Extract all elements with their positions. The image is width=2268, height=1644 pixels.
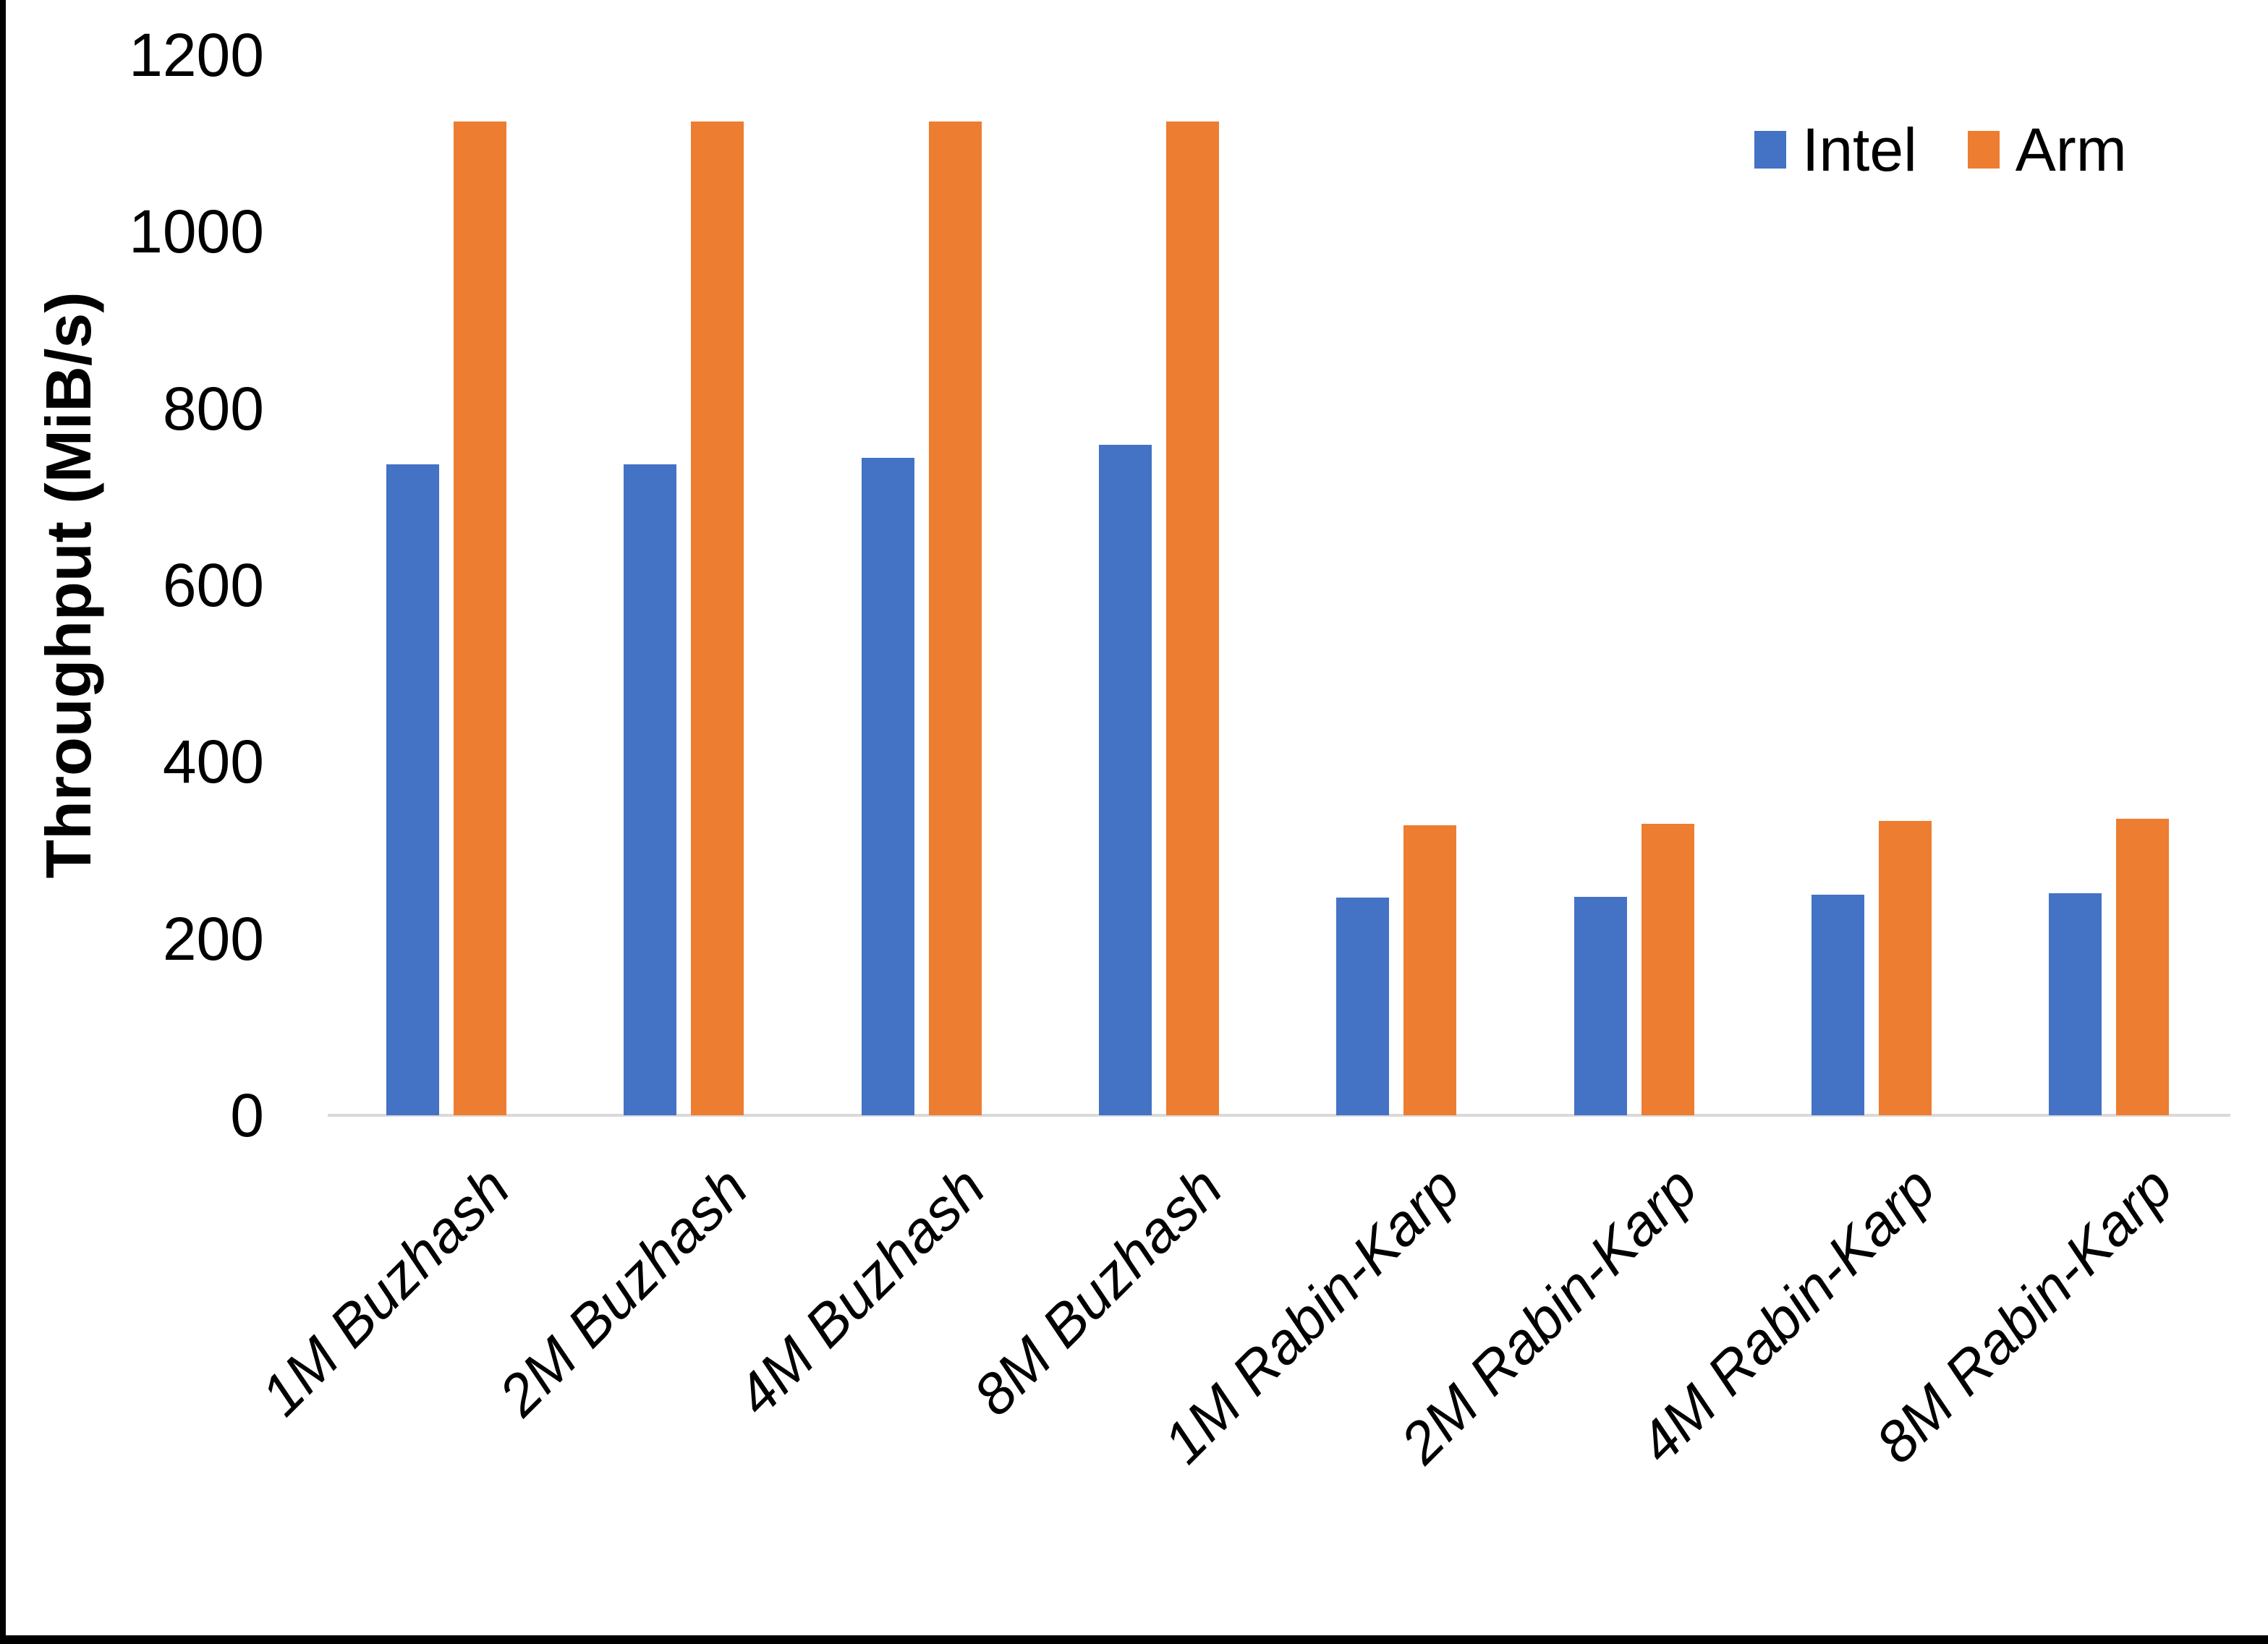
x-category-label-8m-buzhash: 8M Buzhash (961, 1154, 1235, 1428)
legend-item-intel: Intel (1754, 119, 1917, 180)
y-tick-label-600: 600 (162, 551, 264, 619)
x-axis-line (328, 1114, 2230, 1117)
bar-intel-2m-buzhash (624, 464, 677, 1115)
arm-swatch-icon (1967, 131, 2000, 169)
image-bottom-border (0, 1635, 2268, 1644)
bar-intel-8m-buzhash (1098, 444, 1152, 1115)
y-tick-label-800: 800 (162, 374, 264, 443)
bar-arm-1m-rabin-karp (1403, 825, 1457, 1115)
y-tick-label-1200: 1200 (129, 21, 264, 89)
bar-arm-2m-buzhash (691, 121, 744, 1115)
bar-arm-4m-rabin-karp (1878, 821, 1932, 1115)
legend-label-intel: Intel (1802, 116, 1917, 184)
y-tick-label-400: 400 (162, 728, 264, 796)
bar-intel-1m-rabin-karp (1336, 898, 1390, 1115)
bar-arm-1m-buzhash (454, 121, 506, 1115)
image-left-border (0, 0, 6, 1644)
bar-arm-2m-rabin-karp (1641, 823, 1694, 1115)
bar-arm-4m-buzhash (928, 121, 982, 1115)
x-category-label-2m-buzhash: 2M Buzhash (486, 1154, 760, 1428)
bar-intel-2m-rabin-karp (1573, 897, 1627, 1115)
bar-intel-1m-buzhash (386, 464, 439, 1115)
bar-intel-4m-buzhash (861, 458, 914, 1115)
bar-intel-8m-rabin-karp (2049, 893, 2102, 1115)
intel-swatch-icon (1754, 131, 1786, 169)
y-tick-label-0: 0 (230, 1081, 264, 1149)
bar-arm-8m-rabin-karp (2116, 818, 2170, 1115)
bar-arm-8m-buzhash (1165, 121, 1219, 1115)
legend-item-arm: Arm (1967, 116, 2127, 184)
x-category-label-1m-buzhash: 1M Buzhash (249, 1154, 522, 1428)
y-tick-label-1000: 1000 (129, 197, 264, 266)
bar-intel-4m-rabin-karp (1811, 894, 1864, 1115)
legend-label-arm: Arm (2015, 116, 2127, 184)
y-tick-label-200: 200 (162, 904, 264, 973)
x-category-label-4m-buzhash: 4M Buzhash (723, 1154, 998, 1428)
legend: Intel Arm (1754, 119, 2127, 180)
